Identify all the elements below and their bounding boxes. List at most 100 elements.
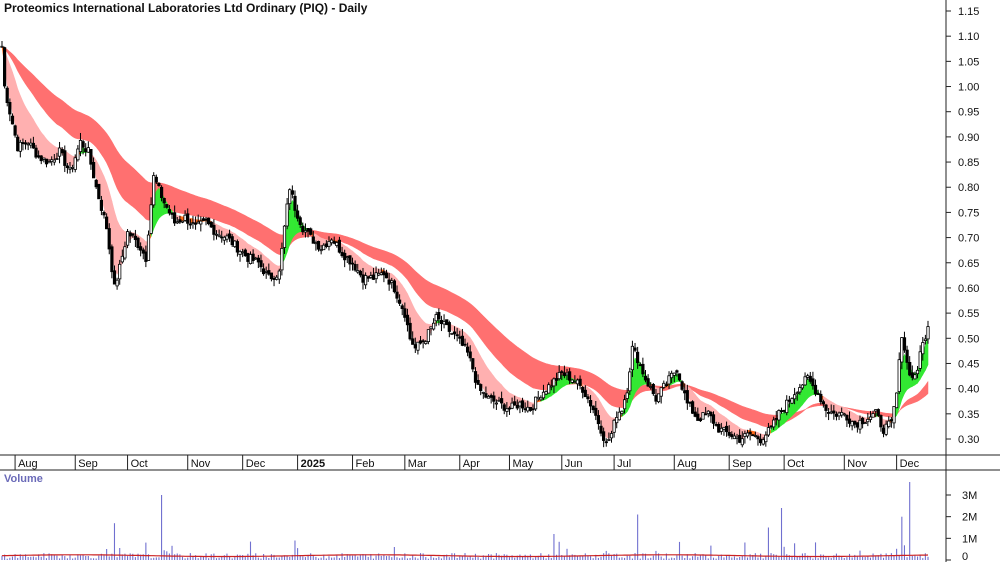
- candle-body: [233, 240, 237, 247]
- volume-tick-label: 3M: [962, 490, 977, 502]
- candle-body: [662, 382, 666, 388]
- candle-body: [390, 280, 394, 284]
- candle-body: [779, 410, 784, 413]
- candle-body: [813, 384, 818, 395]
- candle-body: [523, 408, 527, 411]
- candle-body: [42, 157, 46, 160]
- candle-body: [513, 401, 517, 406]
- candle-body: [460, 335, 465, 346]
- candle-body: [623, 399, 627, 410]
- candle-body: [222, 236, 226, 241]
- time-tick-label: Aug: [18, 458, 38, 470]
- candle-body: [908, 361, 912, 376]
- short-term-ma-ribbon-segment: [40, 131, 45, 159]
- candle-body: [225, 235, 229, 240]
- candle-body: [188, 223, 192, 226]
- candle-body: [463, 343, 467, 346]
- candle-body: [238, 250, 242, 255]
- candle-body: [641, 363, 645, 375]
- candle-body: [123, 246, 127, 259]
- candle-body: [738, 434, 742, 443]
- candle-body: [607, 438, 611, 441]
- candle-body: [850, 421, 854, 427]
- candle-body: [324, 243, 329, 247]
- candle-body: [795, 392, 799, 395]
- candle-body: [267, 270, 271, 275]
- candle-body: [149, 204, 153, 234]
- candle-body: [672, 372, 676, 376]
- candle-body: [465, 346, 470, 353]
- candle-body: [842, 413, 846, 416]
- candle-body: [47, 161, 51, 164]
- candle-body: [243, 249, 247, 257]
- candle-body: [819, 393, 823, 403]
- candle-body: [214, 233, 219, 236]
- candle-body: [557, 371, 561, 380]
- candle-body: [178, 219, 182, 223]
- candle-body: [751, 434, 755, 437]
- candle-body: [766, 427, 771, 436]
- candle-body: [782, 409, 786, 412]
- candle-body: [314, 242, 318, 245]
- candle-body: [918, 351, 922, 369]
- candle-body: [494, 402, 499, 405]
- candle-body: [518, 401, 522, 407]
- candle-body: [547, 384, 551, 394]
- candle-body: [92, 161, 96, 179]
- time-axis-ticks: Aug Sep Oct Nov Dec 2025 Feb Mar Apr May Jun Jul Aug…: [14, 455, 920, 470]
- candle-body: [29, 142, 33, 146]
- candle-body: [725, 425, 729, 433]
- candle-body: [282, 225, 287, 248]
- candle-body: [633, 347, 637, 351]
- candle-body: [732, 435, 737, 440]
- candle-body: [829, 411, 833, 414]
- candle-body: [131, 233, 135, 236]
- time-tick-label: Dec: [246, 458, 266, 470]
- candle-body: [926, 326, 930, 340]
- candle-body: [272, 277, 276, 280]
- short-term-ma-ribbon-segment: [43, 134, 47, 162]
- candle-body: [374, 272, 378, 280]
- candle-body: [774, 417, 778, 420]
- candle-body: [413, 344, 417, 349]
- candle-body: [541, 391, 546, 399]
- price-tick-label: 0.40: [958, 384, 979, 396]
- candle-body: [486, 395, 491, 399]
- candle-body: [473, 371, 478, 383]
- candle-body: [269, 272, 274, 280]
- candle-body: [230, 236, 234, 246]
- candle-body: [220, 236, 224, 239]
- candle-body: [170, 212, 174, 215]
- time-tick-label: Sep: [78, 458, 98, 470]
- candle-body: [845, 414, 849, 421]
- candle-body: [910, 372, 914, 378]
- candle-body: [834, 413, 839, 417]
- candle-body: [434, 314, 438, 322]
- candle-body: [431, 322, 436, 330]
- candle-body: [683, 390, 687, 394]
- short-term-ma-ribbon-segment: [239, 237, 243, 252]
- candle-body: [348, 255, 352, 265]
- short-term-ma-ribbon-segment: [46, 138, 50, 162]
- candle-body: [458, 336, 462, 339]
- candle-body: [515, 404, 519, 409]
- candle-body: [505, 408, 509, 412]
- price-tick-label: 0.70: [958, 233, 979, 245]
- candle-body: [18, 141, 22, 152]
- candle-body: [421, 340, 425, 343]
- candle-body: [379, 272, 383, 275]
- candle-body: [193, 222, 198, 225]
- candle-body: [769, 425, 773, 428]
- time-tick-label: Oct: [131, 458, 148, 470]
- candle-body: [526, 406, 530, 412]
- candle-body: [874, 409, 878, 412]
- candle-body: [199, 220, 203, 225]
- candle-body: [740, 438, 744, 446]
- time-tick-label: May: [513, 458, 534, 470]
- candle-body: [186, 213, 190, 224]
- candle-body: [507, 407, 512, 410]
- candle-body: [727, 431, 731, 436]
- candle-body: [5, 87, 9, 103]
- candle-body: [377, 272, 381, 276]
- candle-body: [301, 225, 305, 233]
